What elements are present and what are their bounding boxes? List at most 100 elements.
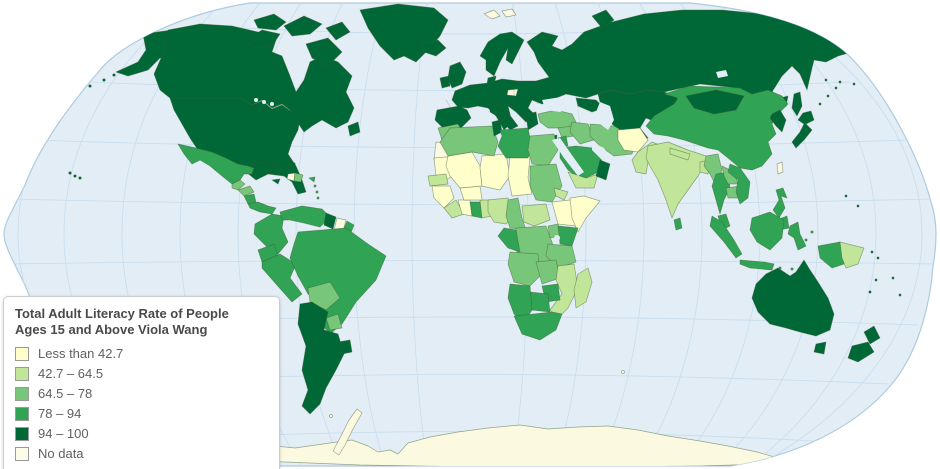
country-novaya-zemlya[interactable] bbox=[591, 9, 615, 29]
country-bolivia[interactable] bbox=[307, 281, 341, 311]
legend-item-5: No data bbox=[15, 446, 267, 461]
country-sakhalin[interactable] bbox=[791, 91, 803, 117]
country-scandinavia[interactable] bbox=[479, 31, 525, 77]
country-yemen[interactable] bbox=[567, 171, 599, 189]
country-sumatra[interactable] bbox=[709, 215, 743, 259]
country-ireland[interactable] bbox=[439, 75, 451, 89]
country-svalbard[interactable] bbox=[483, 8, 517, 20]
country-pacific-islands[interactable] bbox=[844, 194, 902, 297]
country-taiwan[interactable] bbox=[776, 161, 784, 175]
country-jamaica[interactable] bbox=[271, 178, 281, 185]
country-lesser-antilles[interactable] bbox=[313, 184, 320, 200]
legend-swatch-2 bbox=[15, 386, 29, 401]
country-iceland[interactable] bbox=[421, 39, 447, 57]
country-moluccas[interactable] bbox=[804, 230, 814, 242]
country-nicaragua[interactable] bbox=[243, 193, 257, 205]
country-venezuela[interactable] bbox=[279, 205, 331, 228]
country-mali[interactable] bbox=[445, 151, 483, 189]
country-cuba[interactable] bbox=[250, 161, 283, 176]
legend-label-0: Less than 42.7 bbox=[38, 346, 124, 361]
legend-swatch-3 bbox=[15, 406, 29, 421]
legend-label-1: 42.7 – 64.5 bbox=[38, 366, 104, 381]
country-korea[interactable] bbox=[769, 109, 787, 133]
country-chad[interactable] bbox=[507, 155, 533, 197]
country-solomon-islands[interactable] bbox=[870, 250, 880, 260]
country-bering-islands[interactable] bbox=[824, 78, 856, 86]
inland-waters bbox=[254, 70, 728, 241]
country-tasmania[interactable] bbox=[813, 341, 827, 355]
country-papua-new-guinea[interactable] bbox=[839, 241, 865, 269]
country-new-guinea[interactable] bbox=[817, 241, 845, 269]
legend-label-2: 64.5 – 78 bbox=[38, 386, 93, 401]
country-honduras[interactable] bbox=[237, 185, 255, 197]
country-india[interactable] bbox=[645, 141, 713, 219]
country-sulawesi[interactable] bbox=[787, 221, 807, 251]
legend-swatch-1 bbox=[15, 366, 29, 381]
country-bahamas[interactable] bbox=[286, 158, 296, 168]
country-greece[interactable] bbox=[525, 111, 539, 131]
country-eritrea[interactable] bbox=[553, 187, 569, 201]
country-mexico[interactable] bbox=[177, 143, 255, 185]
country-colombia[interactable] bbox=[253, 213, 289, 255]
country-nigeria[interactable] bbox=[487, 197, 513, 225]
country-borneo[interactable] bbox=[749, 211, 785, 251]
country-somalia[interactable] bbox=[569, 195, 601, 233]
country-new-zealand-south[interactable] bbox=[847, 341, 875, 363]
country-iberia[interactable] bbox=[434, 105, 472, 131]
country-kuril-islands[interactable] bbox=[818, 86, 838, 106]
country-guatemala[interactable] bbox=[231, 179, 246, 191]
country-guinea[interactable] bbox=[431, 185, 455, 209]
country-italy[interactable] bbox=[489, 103, 519, 131]
country-moldova[interactable] bbox=[506, 88, 519, 97]
country-botswana[interactable] bbox=[529, 291, 551, 313]
lake-baikal bbox=[716, 70, 728, 78]
persian-gulf bbox=[592, 142, 610, 160]
country-java[interactable] bbox=[739, 259, 775, 271]
legend-item-4: 94 – 100 bbox=[15, 426, 267, 441]
country-senegal[interactable] bbox=[427, 173, 449, 187]
country-nepal[interactable] bbox=[669, 147, 691, 161]
legend: Total Adult Literacy Rate of People Ages… bbox=[3, 296, 280, 469]
country-paraguay[interactable] bbox=[325, 313, 343, 331]
country-burkina-faso[interactable] bbox=[459, 185, 483, 201]
country-algeria[interactable] bbox=[439, 125, 499, 157]
legend-swatch-5 bbox=[15, 446, 29, 461]
country-australia[interactable] bbox=[751, 259, 835, 337]
country-arctic-islands[interactable] bbox=[245, 13, 351, 67]
country-libya[interactable] bbox=[497, 127, 533, 159]
europe-country-borders bbox=[445, 81, 539, 111]
country-sri-lanka[interactable] bbox=[673, 217, 683, 231]
legend-title-line1: Total Adult Literacy Rate of People bbox=[15, 306, 229, 321]
country-hawaii[interactable] bbox=[68, 171, 82, 180]
country-mongolia[interactable] bbox=[685, 89, 745, 115]
country-puerto-rico[interactable] bbox=[308, 176, 316, 183]
country-japan[interactable] bbox=[791, 110, 815, 149]
country-oman[interactable] bbox=[595, 159, 611, 181]
caspian-sea bbox=[596, 102, 614, 130]
country-vietnam[interactable] bbox=[727, 163, 751, 205]
great-lakes-3 bbox=[270, 102, 274, 106]
country-costa-rica-panama[interactable] bbox=[247, 201, 277, 215]
country-argentina-chile[interactable] bbox=[297, 301, 345, 415]
country-philippines[interactable] bbox=[772, 187, 788, 219]
legend-label-5: No data bbox=[38, 446, 84, 461]
legend-label-4: 94 – 100 bbox=[38, 426, 89, 441]
country-central-african-republic[interactable] bbox=[521, 203, 551, 227]
country-madagascar[interactable] bbox=[573, 267, 593, 309]
country-southern-islands[interactable] bbox=[329, 370, 625, 418]
country-gabon-congo[interactable] bbox=[497, 227, 521, 253]
legend-item-1: 42.7 – 64.5 bbox=[15, 366, 267, 381]
country-china[interactable] bbox=[645, 85, 789, 171]
country-dominican-republic[interactable] bbox=[293, 172, 304, 183]
country-newfoundland[interactable] bbox=[347, 121, 361, 137]
great-lakes-1 bbox=[254, 98, 258, 102]
black-sea bbox=[542, 96, 576, 112]
country-antarctic-peninsula[interactable] bbox=[332, 408, 363, 456]
country-peru[interactable] bbox=[261, 253, 303, 303]
country-iraq[interactable] bbox=[569, 121, 595, 145]
legend-item-3: 78 – 94 bbox=[15, 406, 267, 421]
great-lakes-2 bbox=[262, 100, 266, 104]
country-new-zealand-north[interactable] bbox=[863, 325, 881, 345]
country-south-africa[interactable] bbox=[513, 311, 563, 341]
legend-swatch-0 bbox=[15, 346, 29, 361]
